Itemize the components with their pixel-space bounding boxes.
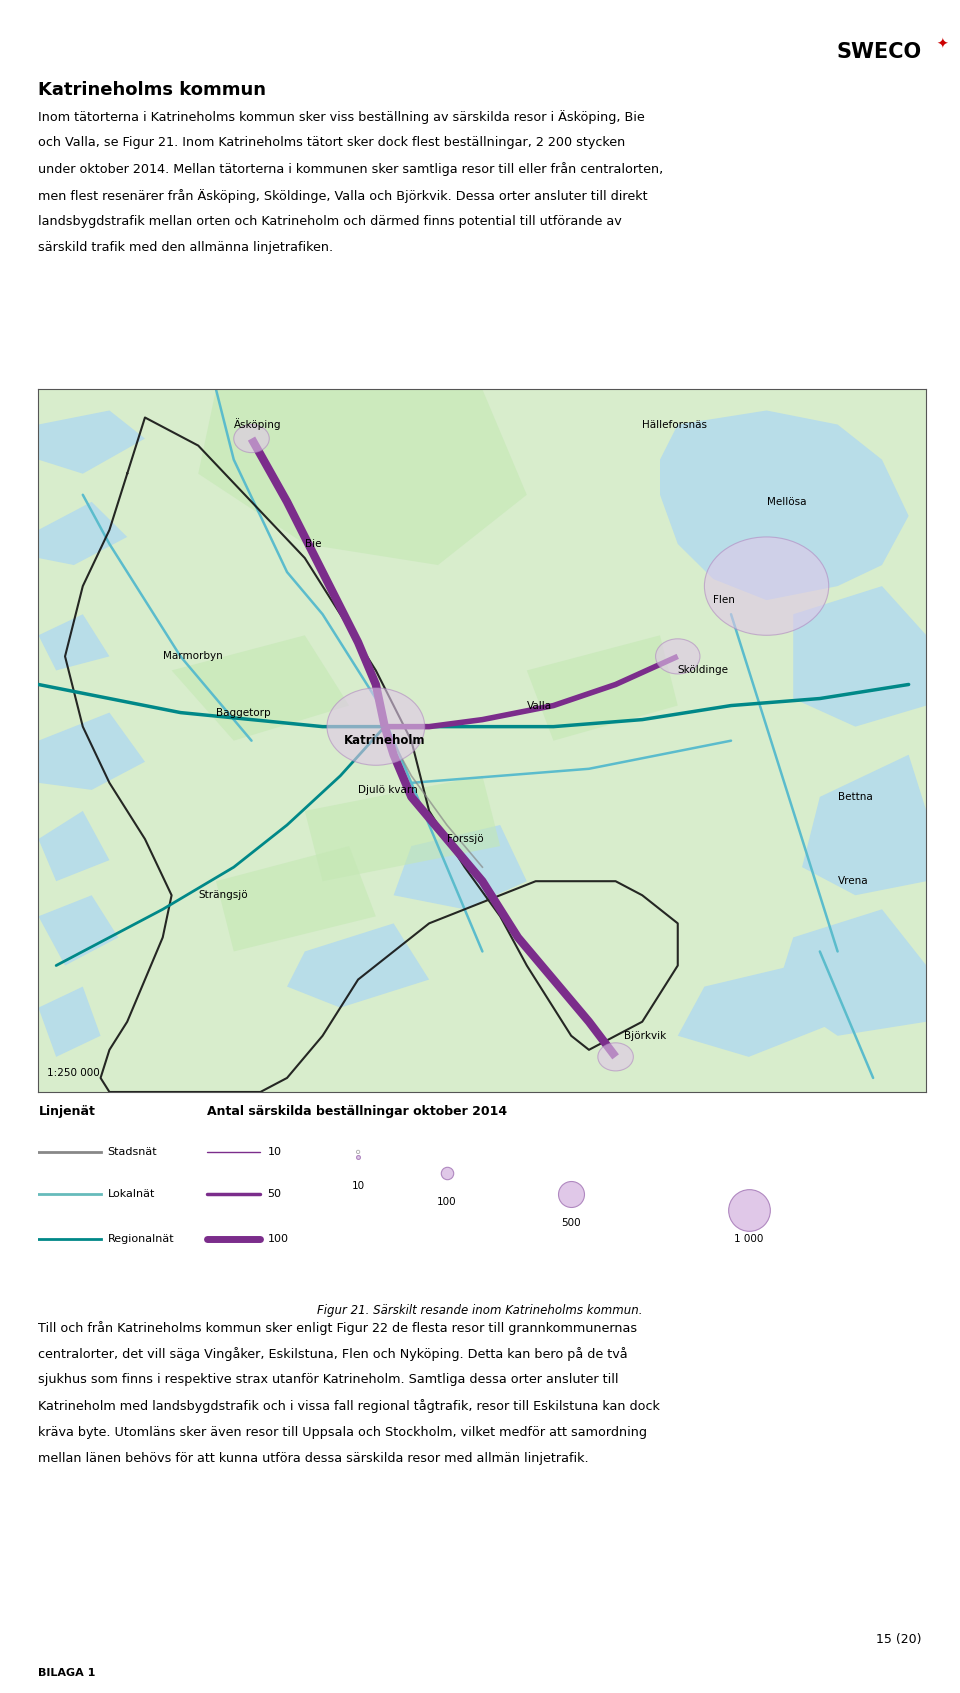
Text: Sköldinge: Sköldinge bbox=[678, 665, 729, 676]
Circle shape bbox=[234, 425, 269, 452]
Text: Strängsjö: Strängsjö bbox=[199, 891, 248, 901]
Polygon shape bbox=[776, 909, 926, 1036]
Text: Katrineholm: Katrineholm bbox=[344, 735, 425, 747]
Text: Djulö kvarn: Djulö kvarn bbox=[358, 786, 418, 796]
Polygon shape bbox=[38, 713, 145, 791]
Text: Hälleforsnäs: Hälleforsnäs bbox=[642, 420, 708, 430]
Text: Lokalnät: Lokalnät bbox=[108, 1188, 155, 1199]
Polygon shape bbox=[793, 586, 926, 726]
Polygon shape bbox=[38, 615, 109, 670]
Polygon shape bbox=[199, 389, 527, 565]
Text: landsbygdstrafik mellan orten och Katrineholm och därmed finns potential till ut: landsbygdstrafik mellan orten och Katrin… bbox=[38, 215, 622, 229]
Text: särskild trafik med den allmänna linjetrafiken.: särskild trafik med den allmänna linjetr… bbox=[38, 240, 333, 254]
Circle shape bbox=[705, 537, 828, 635]
Text: under oktober 2014. Mellan tätorterna i kommunen sker samtliga resor till eller : under oktober 2014. Mellan tätorterna i … bbox=[38, 163, 663, 176]
Text: Marmorbyn: Marmorbyn bbox=[162, 652, 223, 662]
Text: Baggetorp: Baggetorp bbox=[216, 708, 271, 718]
Text: 15 (20): 15 (20) bbox=[876, 1632, 922, 1646]
Text: 50: 50 bbox=[268, 1188, 281, 1199]
Polygon shape bbox=[527, 635, 678, 742]
Polygon shape bbox=[38, 987, 101, 1056]
Text: 500: 500 bbox=[562, 1217, 581, 1227]
Text: 1:250 000: 1:250 000 bbox=[47, 1068, 100, 1078]
Text: Bie: Bie bbox=[305, 538, 322, 549]
Point bbox=[564, 1180, 579, 1207]
Text: 100: 100 bbox=[268, 1234, 289, 1244]
Polygon shape bbox=[38, 896, 118, 965]
Text: Björkvik: Björkvik bbox=[624, 1031, 667, 1041]
Text: ✦: ✦ bbox=[936, 37, 948, 51]
Text: Antal särskilda beställningar oktober 2014: Antal särskilda beställningar oktober 20… bbox=[207, 1106, 507, 1119]
Text: 100: 100 bbox=[437, 1197, 457, 1207]
Text: Katrineholm med landsbygdstrafik och i vissa fall regional tågtrafik, resor till: Katrineholm med landsbygdstrafik och i v… bbox=[38, 1398, 660, 1414]
Text: Valla: Valla bbox=[527, 701, 552, 711]
Polygon shape bbox=[38, 501, 127, 565]
Text: 1 000: 1 000 bbox=[734, 1234, 763, 1244]
Point bbox=[741, 1197, 756, 1224]
Point bbox=[350, 1143, 366, 1170]
Text: Äsköping: Äsköping bbox=[234, 418, 281, 430]
Text: Regionalnät: Regionalnät bbox=[108, 1234, 175, 1244]
Polygon shape bbox=[287, 923, 429, 1007]
Point bbox=[350, 1138, 366, 1165]
Polygon shape bbox=[38, 811, 109, 880]
Text: 10: 10 bbox=[268, 1146, 281, 1156]
Text: Figur 21. Särskilt resande inom Katrineholms kommun.: Figur 21. Särskilt resande inom Katrineh… bbox=[317, 1304, 643, 1317]
Text: BILAGA 1: BILAGA 1 bbox=[38, 1668, 96, 1678]
Polygon shape bbox=[394, 824, 527, 909]
Text: Stadsnät: Stadsnät bbox=[108, 1146, 157, 1156]
Text: mellan länen behövs för att kunna utföra dessa särskilda resor med allmän linjet: mellan länen behövs för att kunna utföra… bbox=[38, 1451, 589, 1464]
Polygon shape bbox=[305, 775, 500, 880]
Text: Katrineholms kommun: Katrineholms kommun bbox=[38, 81, 266, 100]
Polygon shape bbox=[38, 410, 145, 474]
Text: Flen: Flen bbox=[713, 596, 735, 604]
Text: SWECO: SWECO bbox=[836, 42, 922, 63]
Text: kräva byte. Utomläns sker även resor till Uppsala och Stockholm, vilket medför a: kräva byte. Utomläns sker även resor til… bbox=[38, 1426, 647, 1439]
Circle shape bbox=[656, 638, 700, 674]
Text: Till och från Katrineholms kommun sker enligt Figur 22 de flesta resor till gran: Till och från Katrineholms kommun sker e… bbox=[38, 1321, 637, 1334]
Text: Vrena: Vrena bbox=[837, 877, 868, 885]
Text: 10: 10 bbox=[351, 1182, 365, 1190]
Text: Bettna: Bettna bbox=[837, 792, 873, 802]
Text: Forssjö: Forssjö bbox=[446, 835, 484, 845]
Polygon shape bbox=[660, 410, 909, 599]
Text: men flest resenärer från Äsköping, Sköldinge, Valla och Björkvik. Dessa orter an: men flest resenärer från Äsköping, Sköld… bbox=[38, 188, 648, 203]
Polygon shape bbox=[678, 965, 837, 1056]
Point bbox=[440, 1160, 455, 1187]
Text: centralorter, det vill säga Vingåker, Eskilstuna, Flen och Nyköping. Detta kan b: centralorter, det vill säga Vingåker, Es… bbox=[38, 1348, 628, 1361]
Text: Inom tätorterna i Katrineholms kommun sker viss beställning av särskilda resor i: Inom tätorterna i Katrineholms kommun sk… bbox=[38, 110, 645, 124]
Polygon shape bbox=[216, 846, 376, 951]
Text: Mellösa: Mellösa bbox=[767, 496, 806, 506]
Text: sjukhus som finns i respektive strax utanför Katrineholm. Samtliga dessa orter a: sjukhus som finns i respektive strax uta… bbox=[38, 1373, 619, 1387]
Polygon shape bbox=[803, 755, 926, 896]
Circle shape bbox=[327, 687, 424, 765]
Polygon shape bbox=[172, 635, 349, 742]
Text: Linjenät: Linjenät bbox=[38, 1106, 95, 1119]
Circle shape bbox=[598, 1043, 634, 1072]
Text: och Valla, se Figur 21. Inom Katrineholms tätort sker dock flest beställningar, : och Valla, se Figur 21. Inom Katrineholm… bbox=[38, 137, 626, 149]
